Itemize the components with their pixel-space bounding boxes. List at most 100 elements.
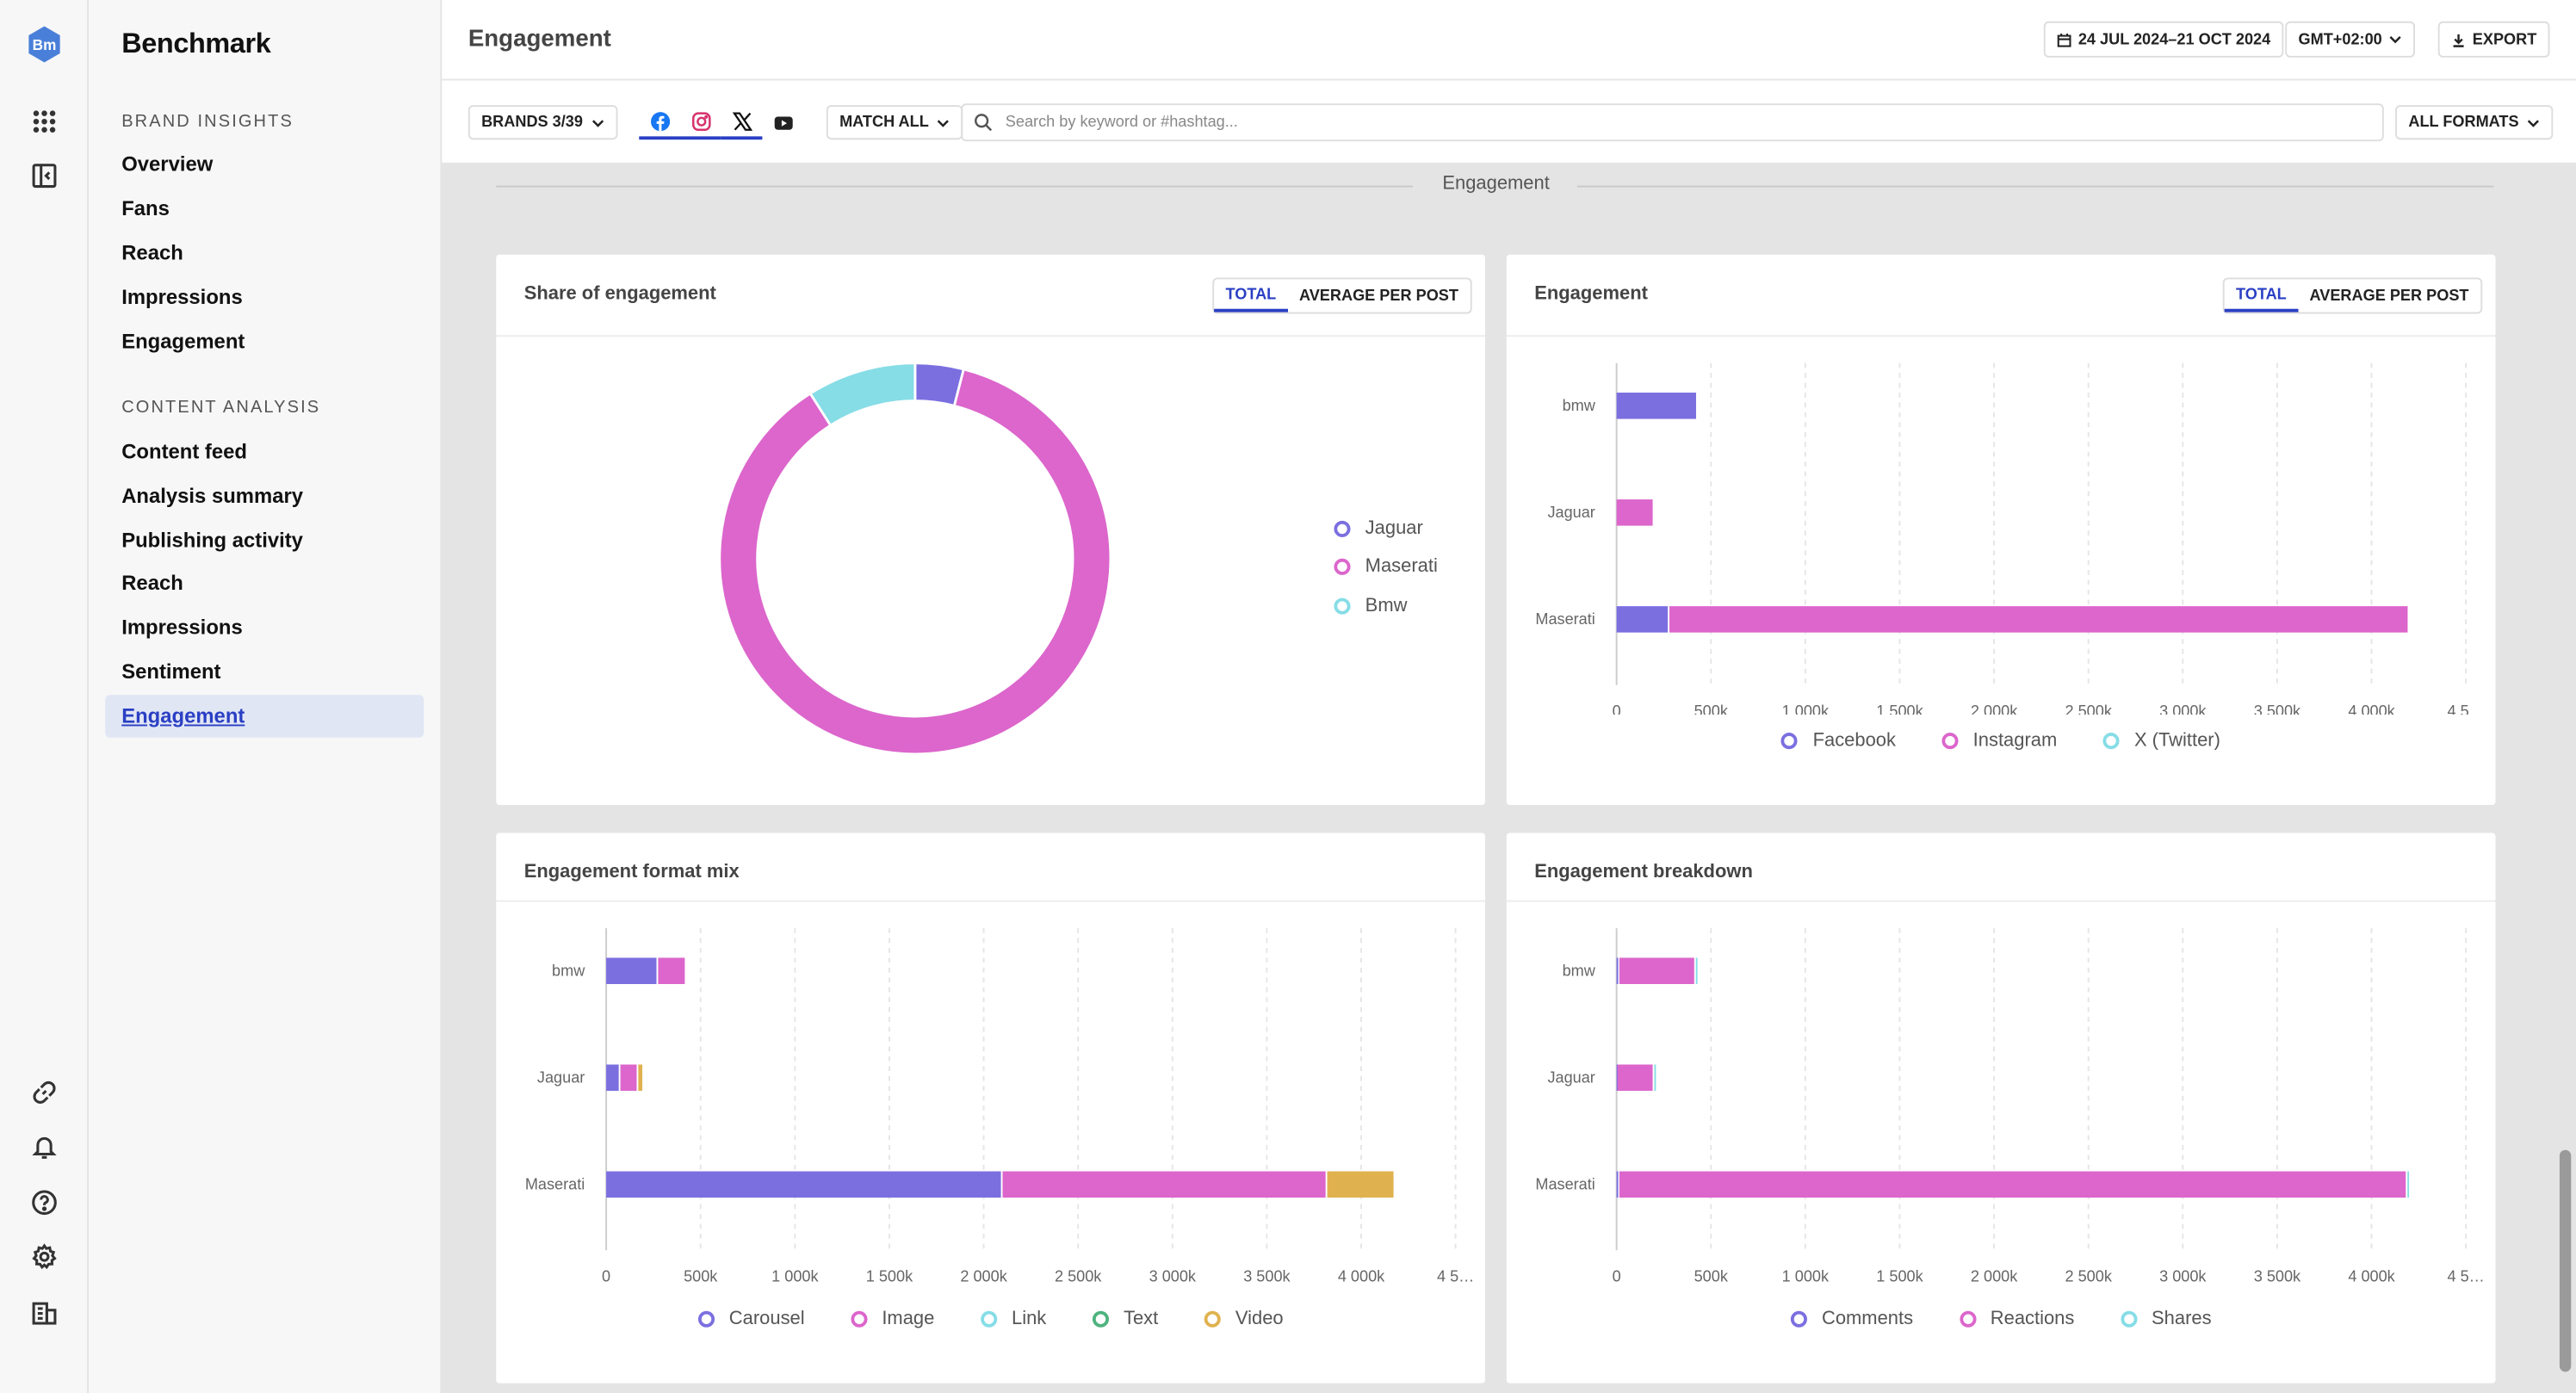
nav-item-content-impressions[interactable]: Impressions [121,616,243,640]
legend-label: Comments [1821,1309,1914,1329]
legend-marker [1781,733,1799,750]
nav-item-impressions[interactable]: Impressions [121,286,243,309]
bar-bmw-comments[interactable] [1616,957,1619,984]
section-label: Engagement [1442,174,1550,195]
bar-bmw-facebook[interactable] [1616,393,1696,419]
legend-marker [1204,1310,1221,1328]
search-input[interactable]: Search by keyword or #hashtag... [961,103,2384,142]
date-range-button[interactable]: 24 JUL 2024–21 OCT 2024 [2043,21,2284,58]
bar-maserati-shares[interactable] [2407,1171,2410,1198]
bar-maserati-facebook[interactable] [1616,606,1669,633]
toggle-average-per-post[interactable]: AVERAGE PER POST [1298,286,1458,305]
bar-bmw-image[interactable] [658,957,685,984]
nav-item-fans[interactable]: Fans [121,196,170,220]
formats-select[interactable]: ALL FORMATS [2395,105,2554,140]
bar-maserati-comments[interactable] [1616,1171,1619,1198]
filter-bar: BRANDS 3/39 MATCH ALL Search by keyword … [442,80,2576,164]
nav-item-content-reach[interactable]: Reach [121,572,183,595]
bell-icon[interactable] [28,1130,60,1163]
search-placeholder: Search by keyword or #hashtag... [1005,113,1238,132]
legend-item[interactable]: Maserati [1334,548,1438,586]
nav-item-publishing-activity[interactable]: Publishing activity [121,529,303,553]
bar-maserati-instagram[interactable] [1669,606,2408,633]
bar-jaguar-shares[interactable] [1654,1064,1656,1092]
nav-item-content-feed[interactable]: Content feed [121,440,247,464]
legend-item[interactable]: Comments [1790,1309,1914,1329]
legend-item[interactable]: Jaguar [1334,510,1437,548]
x-tick-label: 1 000k [1782,1267,1830,1285]
settings-icon[interactable] [28,1241,60,1273]
match-select[interactable]: MATCH ALL [826,105,963,140]
x-tick-label: 1 500k [1876,1267,1923,1285]
nav-item-reach[interactable]: Reach [121,241,183,265]
legend-label: Shares [2152,1309,2212,1329]
x-tick-label: 2 500k [1055,1267,1102,1285]
x-tick-label: 2 500k [2065,1267,2113,1285]
page-scrollbar[interactable] [2554,164,2576,1393]
toggle-average-per-post[interactable]: AVERAGE PER POST [2309,286,2469,305]
brand-logo[interactable]: Bm [27,25,63,65]
bar-jaguar-reactions[interactable] [1617,1064,1653,1092]
legend-item[interactable]: Image [851,1309,934,1329]
timezone-select[interactable]: GMT+02:00 [2285,21,2415,58]
bar-jaguar-instagram[interactable] [1616,499,1653,526]
bar-jaguar-video[interactable] [638,1064,643,1092]
legend-item[interactable]: X (Twitter) [2102,731,2220,751]
bar-jaguar-carousel[interactable] [606,1064,619,1092]
bar-bmw-reactions[interactable] [1619,957,1694,984]
legend-label: Maserati [1365,557,1438,578]
nav-item-analysis-summary[interactable]: Analysis summary [121,484,304,508]
bar-jaguar-comments[interactable] [1616,1064,1619,1092]
legend-item[interactable]: Shares [2120,1309,2212,1329]
legend-item[interactable]: Video [1204,1309,1284,1329]
legend-marker [851,1310,868,1328]
toggle-total[interactable]: TOTAL [1214,279,1288,313]
bar-maserati-image[interactable] [1002,1171,1326,1198]
help-icon[interactable] [28,1186,60,1219]
bar-bmw-carousel[interactable] [606,957,657,984]
donut-slice-bmw[interactable] [808,362,917,428]
instagram-icon[interactable] [679,105,721,140]
legend-item[interactable]: Instagram [1941,731,2057,751]
legend-item[interactable]: Carousel [697,1309,805,1329]
sidebar-toggle-icon[interactable] [28,159,60,192]
scrollbar-thumb[interactable] [2559,1149,2572,1372]
brands-select[interactable]: BRANDS 3/39 [468,105,618,140]
legend-item[interactable]: Reactions [1959,1309,2074,1329]
x-tick-label: 3 000k [2159,703,2207,715]
facebook-icon[interactable] [639,105,680,140]
bar-maserati-reactions[interactable] [1619,1171,2406,1198]
bar-bmw-shares[interactable] [1695,957,1698,984]
x-tick-label: 3 000k [2159,1267,2207,1285]
x-twitter-icon[interactable] [721,105,763,140]
youtube-icon[interactable] [762,105,803,139]
nav-item-engagement[interactable]: Engagement [121,330,245,354]
x-tick-label: 3 500k [2254,703,2301,715]
export-button[interactable]: EXPORT [2437,21,2550,58]
legend-item[interactable]: Text [1092,1309,1158,1329]
bar-maserati-video[interactable] [1327,1171,1394,1198]
bar-jaguar-image[interactable] [620,1064,637,1092]
legend-marker [1959,1310,1976,1328]
apps-grid-icon[interactable] [28,105,60,138]
nav-item-sentiment[interactable]: Sentiment [121,660,221,684]
legend-item[interactable]: Bmw [1334,586,1437,625]
bar-maserati-carousel[interactable] [606,1171,1001,1198]
nav-item-overview[interactable]: Overview [121,152,214,176]
x-tick-label: 4 5… [2448,703,2485,715]
donut-legend: Jaguar Maserati Bmw [1334,510,1438,626]
legend-label: Instagram [1972,731,2058,752]
breakdown-legend: Comments Reactions Shares [1507,1309,2496,1329]
toggle-total[interactable]: TOTAL [2224,279,2299,313]
app-name: Benchmark [121,28,271,59]
x-tick-label: 0 [602,1267,610,1285]
buildings-icon[interactable] [28,1297,60,1329]
link-icon[interactable] [28,1076,60,1109]
chevron-down-icon [2528,119,2540,127]
breakdown-bar-chart: 0 500k 1 000k 1 500k 2 000k 2 500k 3 000k 3 500… [1535,928,2485,1285]
legend-marker [697,1310,715,1328]
legend-item[interactable]: Link [980,1309,1046,1329]
nav-item-content-engagement[interactable]: Engagement [105,695,424,738]
legend-item[interactable]: Facebook [1781,731,1896,751]
donut-slice-maserati[interactable] [718,368,1112,756]
